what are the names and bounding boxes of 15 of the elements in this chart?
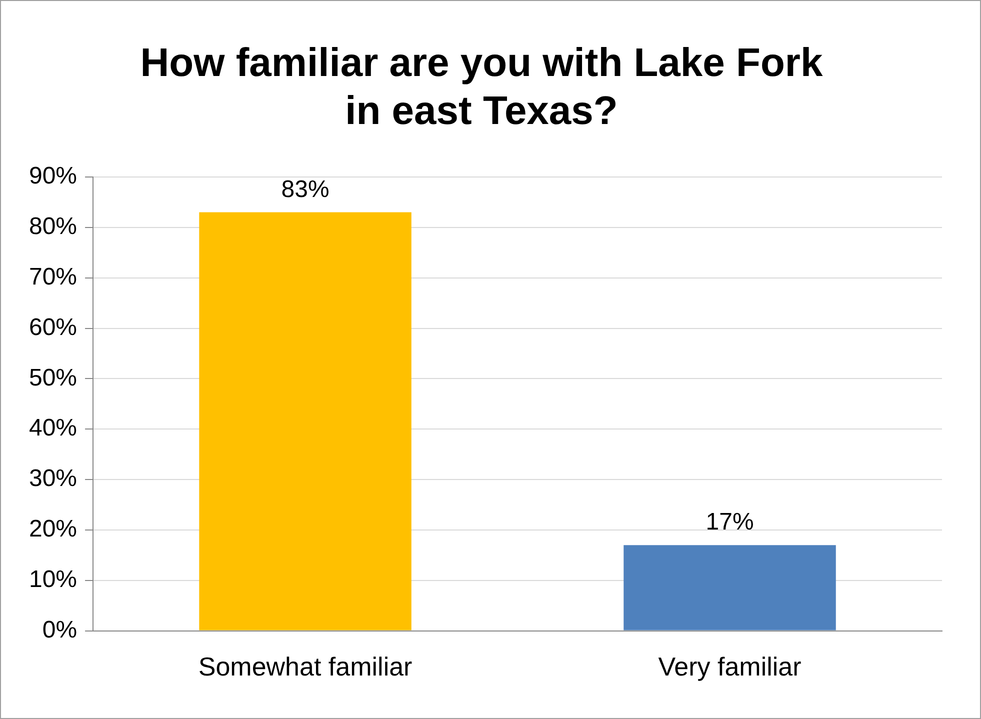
data-label: 17% (706, 508, 754, 536)
y-tick-label: 30% (28, 465, 78, 492)
y-tick-label: 40% (28, 414, 78, 442)
y-tick-label: 60% (28, 314, 78, 341)
y-tick-label: 70% (28, 263, 78, 290)
y-tick-label: 50% (28, 364, 78, 392)
y-tick-label: 80% (28, 213, 78, 240)
data-label: 83% (281, 176, 330, 203)
x-tick-label: Somewhat familiar (198, 652, 413, 682)
y-tick-label: 0% (42, 616, 78, 644)
x-tick-label: Very familiar (658, 652, 802, 682)
chart-title: How familiar are you with Lake Fork in east Texas? (140, 41, 824, 134)
y-tick-label: 90% (28, 162, 78, 190)
y-tick-label: 20% (28, 516, 78, 543)
y-tick-label: 10% (28, 566, 78, 594)
